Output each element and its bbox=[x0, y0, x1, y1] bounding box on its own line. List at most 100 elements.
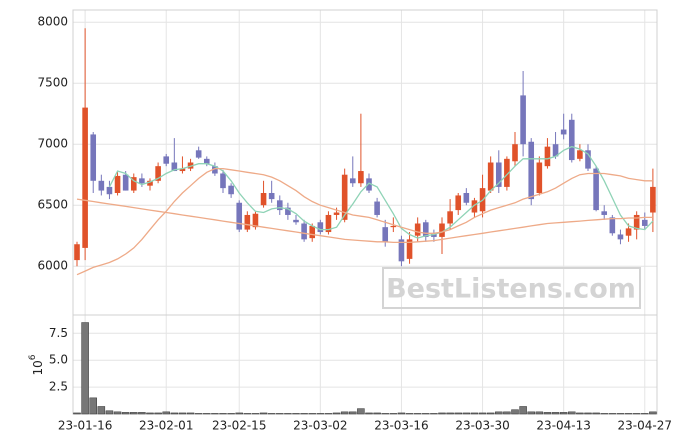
candle-body bbox=[487, 162, 494, 191]
candle-body bbox=[544, 146, 551, 167]
candle-body bbox=[585, 150, 591, 169]
candle-body bbox=[447, 211, 453, 224]
y-tick-label: 2.5 bbox=[49, 380, 68, 394]
moving-average-line bbox=[76, 167, 653, 276]
candle-body bbox=[422, 222, 429, 237]
y-tick-label: 7500 bbox=[37, 76, 68, 90]
candle-body bbox=[406, 239, 413, 259]
volume-bar bbox=[300, 413, 308, 415]
volume-bar bbox=[519, 406, 527, 415]
volume-bar bbox=[389, 413, 398, 415]
volume-bar bbox=[113, 411, 122, 415]
moving-average-line bbox=[76, 198, 653, 244]
volume-bar bbox=[462, 412, 471, 415]
volume-bar bbox=[203, 413, 211, 415]
candle-body bbox=[617, 234, 624, 240]
plot-frame bbox=[72, 9, 658, 415]
candle-body bbox=[528, 141, 535, 200]
candle-body bbox=[414, 223, 421, 236]
volume-bar bbox=[600, 413, 608, 415]
candle-body bbox=[139, 178, 145, 184]
x-tick-label: 23-03-16 bbox=[374, 419, 428, 433]
candle-body bbox=[122, 174, 129, 191]
candle-body bbox=[560, 129, 567, 135]
volume-unit-label: 106 bbox=[28, 354, 45, 375]
volume-bar bbox=[649, 411, 657, 415]
volume-bar bbox=[495, 411, 503, 415]
y-tick-label: 6000 bbox=[37, 259, 68, 273]
unit-exponent: 6 bbox=[28, 354, 38, 360]
candle-body bbox=[455, 195, 462, 211]
candle-body bbox=[439, 223, 445, 237]
candle-body bbox=[577, 150, 583, 159]
volume-bar bbox=[349, 411, 357, 415]
volume-bar bbox=[178, 412, 187, 415]
candle-body bbox=[203, 158, 210, 164]
volume-bar bbox=[130, 412, 138, 415]
candle-body bbox=[74, 244, 80, 261]
volume-bar bbox=[219, 413, 227, 415]
candle-body bbox=[601, 211, 608, 215]
volume-bar bbox=[446, 412, 454, 415]
watermark-box bbox=[382, 267, 641, 309]
candle-body bbox=[650, 186, 656, 213]
candle-body bbox=[268, 193, 275, 200]
volume-bar bbox=[559, 412, 568, 415]
x-tick-label: 23-02-01 bbox=[139, 419, 193, 433]
y-tick-label: 7000 bbox=[37, 137, 68, 151]
y-tick-label: 6500 bbox=[37, 198, 68, 212]
volume-bar bbox=[413, 413, 422, 415]
unit-base: 10 bbox=[31, 360, 45, 375]
volume-bar bbox=[576, 412, 584, 415]
candle-body bbox=[301, 223, 307, 240]
candle-body bbox=[358, 171, 364, 184]
candle-body bbox=[374, 201, 380, 215]
volume-bar bbox=[316, 413, 325, 415]
volume-bar bbox=[568, 411, 576, 415]
candle-body bbox=[195, 150, 202, 158]
candle-body bbox=[366, 178, 372, 191]
candle-body bbox=[212, 166, 218, 174]
candle-body bbox=[349, 178, 356, 184]
x-tick-label: 23-04-27 bbox=[618, 419, 672, 433]
volume-bar bbox=[292, 413, 300, 415]
y-tick-label: 7.5 bbox=[49, 326, 68, 340]
volume-bar bbox=[381, 413, 389, 415]
volume-bar bbox=[478, 412, 487, 415]
candle-body bbox=[317, 222, 324, 233]
volume-bar bbox=[357, 408, 365, 415]
candle-body bbox=[625, 228, 632, 236]
volume-bar bbox=[227, 413, 235, 415]
candle-body bbox=[171, 162, 178, 172]
candle-body bbox=[495, 162, 502, 187]
volume-bar bbox=[235, 412, 243, 415]
candle-body bbox=[90, 134, 97, 181]
candle-body bbox=[147, 180, 153, 186]
volume-bar bbox=[340, 411, 349, 415]
volume-bar bbox=[616, 413, 625, 415]
x-tick-label: 23-02-15 bbox=[212, 419, 266, 433]
volume-bar bbox=[105, 410, 114, 415]
candle-body bbox=[609, 217, 616, 234]
volume-bar bbox=[259, 412, 268, 415]
candle-body bbox=[463, 193, 470, 203]
volume-bar bbox=[251, 413, 260, 415]
volume-bar bbox=[632, 413, 641, 415]
candle-body bbox=[260, 193, 267, 206]
candle-body bbox=[293, 219, 299, 223]
volume-bar bbox=[641, 413, 649, 415]
candle-body bbox=[504, 158, 510, 187]
candle-body bbox=[106, 186, 113, 195]
volume-bar bbox=[162, 411, 170, 415]
candle-body bbox=[568, 119, 575, 161]
candle-body bbox=[325, 214, 332, 233]
candle-body bbox=[633, 214, 640, 230]
volume-bar bbox=[535, 411, 544, 415]
x-tick-label: 23-01-16 bbox=[58, 419, 112, 433]
candle-body bbox=[244, 214, 251, 230]
candle-body bbox=[512, 144, 518, 162]
volume-bar bbox=[138, 412, 146, 415]
candle-body bbox=[333, 212, 340, 215]
candle-body bbox=[220, 173, 226, 189]
